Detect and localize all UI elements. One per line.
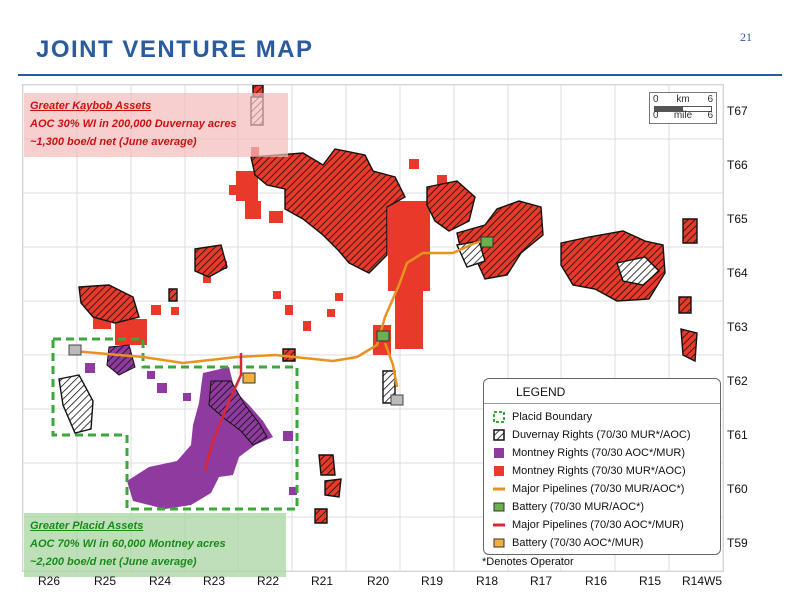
major-pipeline-aoc-mur	[203, 353, 243, 472]
legend-label: Battery (70/30 AOC*/MUR)	[512, 537, 644, 549]
range-label: R26	[38, 574, 61, 588]
scale-km-label: km	[676, 94, 690, 105]
battery-green-icon	[492, 501, 506, 513]
map-legend: LEGEND Placid Boundary Duvernay Rights (…	[483, 378, 721, 555]
scale-bar-graphic	[654, 106, 712, 112]
scale-km-value: 6	[707, 94, 713, 105]
legend-item: Duvernay Rights (70/30 MUR*/AOC)	[492, 427, 691, 443]
battery-aoc-mur-marker	[242, 372, 256, 384]
legend-divider	[484, 403, 720, 404]
red-line-icon	[492, 519, 506, 531]
range-label: R23	[203, 574, 226, 588]
legend-label: Battery (70/30 MUR/AOC*)	[512, 501, 645, 513]
township-label: T59	[727, 536, 748, 550]
battery-mur-aoc-marker	[376, 236, 494, 342]
township-label: T62	[727, 374, 748, 388]
range-label: R18	[476, 574, 499, 588]
range-label: R17	[530, 574, 553, 588]
major-pipeline-mur-aoc	[72, 237, 490, 365]
scale-km-zero: 0	[653, 94, 659, 105]
legend-label: Duvernay Rights (70/30 MUR*/AOC)	[512, 429, 691, 441]
range-label: R20	[367, 574, 390, 588]
operator-footnote: *Denotes Operator	[482, 556, 574, 568]
major-pipeline-mur-aoc-branch	[383, 342, 399, 388]
township-label: T65	[727, 212, 748, 226]
legend-item: Montney Rights (70/30 MUR*/AOC)	[492, 463, 686, 479]
legend-item: Major Pipelines (70/30 MUR/AOC*)	[492, 481, 684, 497]
legend-label: Montney Rights (70/30 AOC*/MUR)	[512, 447, 686, 459]
placid-assets-callout: Greater Placid Assets AOC 70% WI in 60,0…	[24, 513, 286, 577]
joint-venture-map	[22, 84, 724, 572]
range-label: R19	[421, 574, 444, 588]
scale-mile-zero: 0	[653, 110, 659, 121]
legend-label: Montney Rights (70/30 MUR*/AOC)	[512, 465, 686, 477]
montney-aoc-rights-areas	[85, 344, 297, 509]
legend-item: Battery (70/30 AOC*/MUR)	[492, 535, 643, 551]
page-number: 21	[740, 30, 752, 44]
range-label: R15	[639, 574, 662, 588]
placid-line-2: ~2,200 boe/d net (June average)	[30, 556, 197, 568]
kaybob-heading: Greater Kaybob Assets	[30, 100, 152, 112]
range-label: R14W5	[682, 574, 723, 588]
purple-square-icon	[492, 447, 506, 459]
legend-label: Placid Boundary	[512, 411, 593, 423]
dashed-green-square-icon	[492, 411, 506, 423]
scale-mile-label: mile	[673, 110, 693, 121]
facility-markers	[68, 344, 404, 406]
scale-mile-value: 6	[707, 110, 713, 121]
legend-item: Montney Rights (70/30 AOC*/MUR)	[492, 445, 685, 461]
legend-item: Placid Boundary	[492, 409, 592, 425]
red-square-icon	[492, 465, 506, 477]
township-label: T67	[727, 104, 748, 118]
kaybob-assets-callout: Greater Kaybob Assets AOC 30% WI in 200,…	[24, 93, 288, 157]
page-title: JOINT VENTURE MAP	[36, 36, 314, 63]
range-label: R24	[149, 574, 172, 588]
range-label: R22	[257, 574, 280, 588]
orange-line-icon	[492, 483, 506, 495]
hatched-black-square-icon	[492, 429, 506, 441]
placid-line-1: AOC 70% WI in 60,000 Montney acres	[30, 538, 226, 550]
legend-item: Battery (70/30 MUR/AOC*)	[492, 499, 644, 515]
range-label: R25	[94, 574, 117, 588]
scale-bar: 0 km 6 0 mile 6	[649, 92, 717, 124]
range-label: R16	[585, 574, 608, 588]
kaybob-line-2: ~1,300 boe/d net (June average)	[30, 136, 197, 148]
township-label: T64	[727, 266, 748, 280]
township-label: T66	[727, 158, 748, 172]
legend-title: LEGEND	[516, 385, 566, 399]
battery-orange-icon	[492, 537, 506, 549]
legend-label: Major Pipelines (70/30 AOC*/MUR)	[512, 519, 684, 531]
title-divider	[18, 74, 782, 76]
map-canvas[interactable]	[22, 84, 724, 572]
legend-item: Major Pipelines (70/30 AOC*/MUR)	[492, 517, 684, 533]
placid-boundary	[51, 337, 299, 511]
range-label: R21	[311, 574, 334, 588]
township-label: T63	[727, 320, 748, 334]
kaybob-line-1: AOC 30% WI in 200,000 Duvernay acres	[30, 118, 237, 130]
placid-heading: Greater Placid Assets	[30, 520, 144, 532]
township-label: T61	[727, 428, 748, 442]
duvernay-rights-areas	[58, 84, 698, 524]
legend-label: Major Pipelines (70/30 MUR/AOC*)	[512, 483, 685, 495]
township-label: T60	[727, 482, 748, 496]
